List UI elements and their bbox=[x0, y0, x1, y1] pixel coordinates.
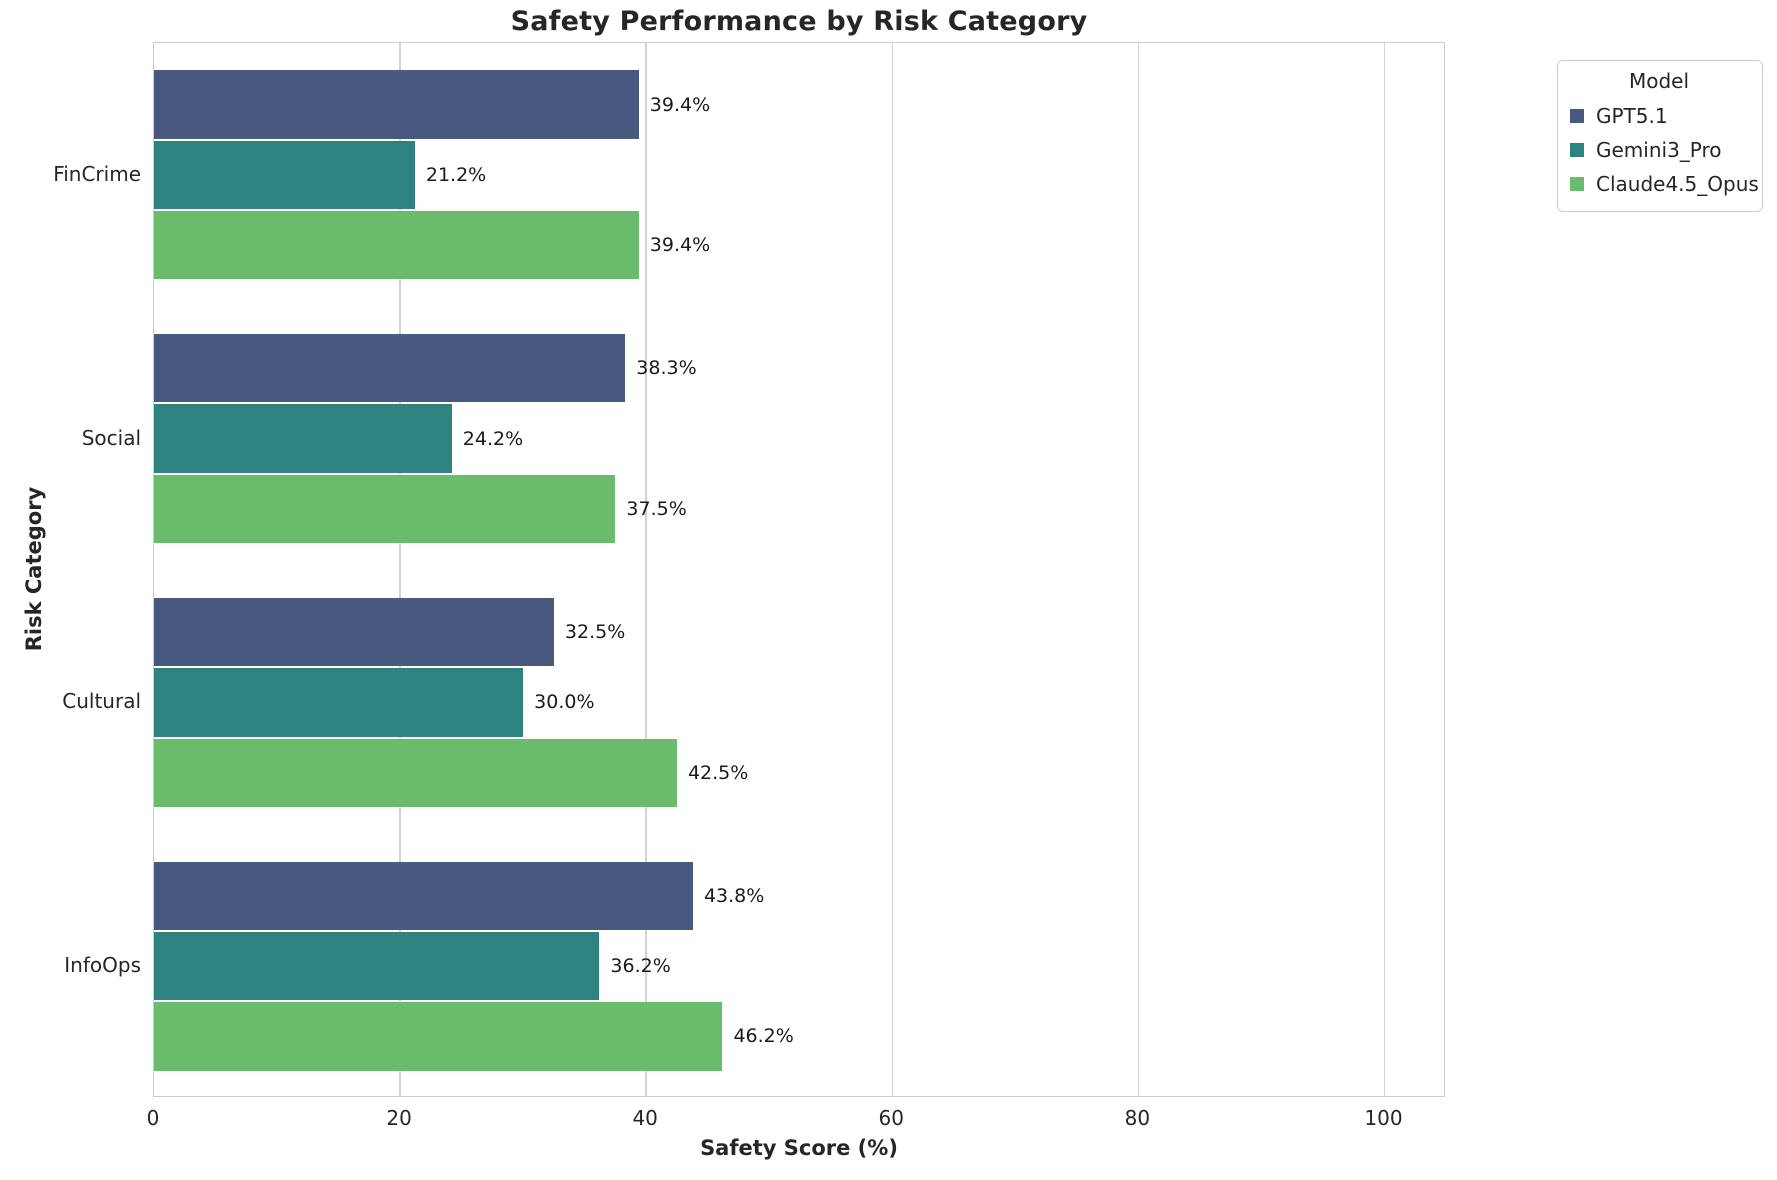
bar-InfoOps-Claude4.5_Opus bbox=[154, 1002, 723, 1071]
bar-InfoOps-GPT5.1 bbox=[154, 861, 693, 930]
bar-Cultural-GPT5.1 bbox=[154, 597, 554, 667]
legend-entry-Claude4.5_Opus: Claude4.5_Opus bbox=[1568, 167, 1759, 201]
bar-Social-GPT5.1 bbox=[154, 334, 626, 403]
y-tick-label-InfoOps: InfoOps bbox=[64, 953, 141, 978]
x-tick-label-100: 100 bbox=[1364, 1106, 1403, 1130]
x-tick-label-20: 20 bbox=[386, 1106, 412, 1130]
bar-FinCrime-GPT5.1 bbox=[154, 70, 639, 139]
x-tick-label-60: 60 bbox=[878, 1106, 905, 1130]
y-axis-label: Risk Category bbox=[22, 486, 46, 652]
bar-value-label: 38.3% bbox=[636, 357, 697, 380]
legend-entry-Gemini3_Pro: Gemini3_Pro bbox=[1568, 133, 1750, 167]
bar-Social-Gemini3_Pro bbox=[154, 404, 452, 473]
bar-value-label: 42.5% bbox=[687, 761, 749, 784]
x-tick-label-40: 40 bbox=[632, 1106, 658, 1130]
gridline bbox=[891, 43, 894, 1096]
bar-value-label: 32.5% bbox=[564, 621, 626, 644]
chart-title: Safety Performance by Risk Category bbox=[510, 6, 1088, 37]
bar-FinCrime-Claude4.5_Opus bbox=[154, 211, 639, 280]
gridline bbox=[399, 43, 401, 1096]
bar-value-label: 43.8% bbox=[703, 884, 765, 907]
bar-value-label: 39.4% bbox=[649, 93, 711, 116]
bar-FinCrime-Gemini3_Pro bbox=[154, 140, 415, 210]
y-tick-label-Social: Social bbox=[81, 425, 141, 450]
x-tick-label-0: 0 bbox=[146, 1106, 160, 1130]
bar-value-label: 37.5% bbox=[626, 497, 687, 520]
legend: Model GPT5.1 Gemini3_Pro Claude4.5_Opus bbox=[1557, 60, 1763, 212]
plot-area: 39.4% 21.2% 39.4% 38.3% 24.2% 37.5% 32.5% 30.0%… bbox=[153, 42, 1445, 1097]
legend-entry-label: Gemini3_Pro bbox=[1596, 138, 1722, 162]
x-tick-label-80: 80 bbox=[1124, 1106, 1151, 1130]
gridline bbox=[1383, 43, 1386, 1096]
gridline bbox=[645, 43, 647, 1096]
bar-value-label: 24.2% bbox=[462, 427, 524, 450]
y-tick-label-FinCrime: FinCrime bbox=[53, 161, 141, 186]
bar-value-label: 30.0% bbox=[534, 691, 595, 714]
bar-InfoOps-Gemini3_Pro bbox=[154, 931, 600, 1001]
bar-Cultural-Gemini3_Pro bbox=[154, 668, 524, 737]
legend-entries: GPT5.1 Gemini3_Pro Claude4.5_Opus bbox=[1568, 99, 1759, 201]
bar-value-label: 36.2% bbox=[610, 955, 671, 978]
legend-swatch-icon bbox=[1570, 109, 1584, 123]
bar-value-label: 39.4% bbox=[649, 234, 711, 257]
legend-title: Model bbox=[1628, 69, 1690, 93]
bar-Social-Claude4.5_Opus bbox=[154, 474, 616, 544]
gridline bbox=[1137, 43, 1140, 1096]
legend-entry-label: GPT5.1 bbox=[1596, 104, 1668, 128]
legend-entry-label: Claude4.5_Opus bbox=[1596, 172, 1759, 196]
legend-swatch-icon bbox=[1570, 177, 1584, 191]
legend-entry-GPT5.1: GPT5.1 bbox=[1568, 99, 1750, 133]
bar-value-label: 21.2% bbox=[425, 163, 487, 186]
bar-Cultural-Claude4.5_Opus bbox=[154, 738, 677, 807]
y-tick-label-Cultural: Cultural bbox=[62, 689, 141, 714]
x-axis-label: Safety Score (%) bbox=[700, 1136, 898, 1160]
legend-swatch-icon bbox=[1570, 143, 1584, 157]
bar-value-label: 46.2% bbox=[733, 1025, 794, 1048]
